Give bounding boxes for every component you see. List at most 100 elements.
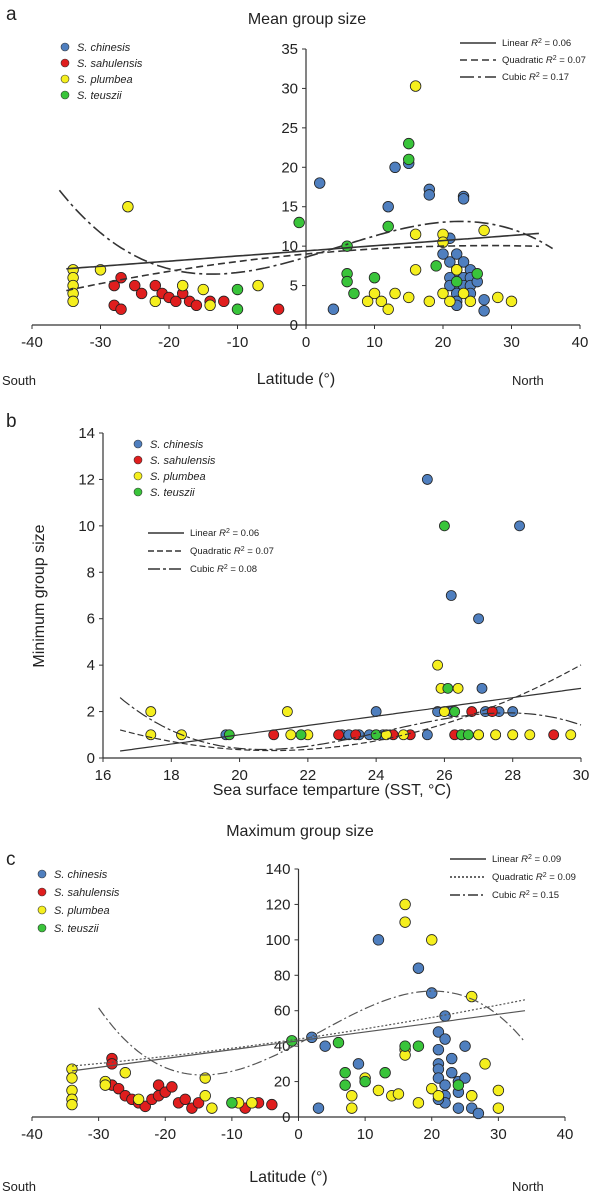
data-point — [412, 1097, 425, 1109]
x-tick-label: -40 — [21, 334, 43, 351]
data-point — [389, 161, 401, 173]
data-point — [479, 1058, 491, 1070]
x-tick-label: 22 — [300, 767, 317, 784]
x-axis-label: Sea surface temparture (SST, °C) — [213, 782, 451, 799]
data-point — [492, 291, 504, 304]
data-point — [451, 275, 463, 288]
data-point — [492, 1084, 505, 1097]
legend-label: S. sahulensis — [54, 887, 120, 899]
x-note-north: North — [512, 1179, 544, 1194]
x-tick-label: -40 — [21, 1126, 43, 1143]
data-point — [145, 729, 157, 741]
data-point — [346, 1090, 358, 1102]
y-tick-label: 10 — [78, 518, 95, 535]
x-note-north: North — [512, 373, 544, 388]
data-point — [106, 1058, 118, 1070]
data-point — [149, 279, 162, 292]
data-point — [190, 299, 203, 311]
x-tick-label: 18 — [163, 767, 180, 784]
chart-a: a Mean group size -40 -30 -20 -10 0 10 20 30 40 0 5 1… — [2, 4, 588, 388]
legend-marker — [133, 439, 143, 449]
y-tick-label: 20 — [274, 1074, 291, 1091]
y-tick-label: 35 — [281, 41, 298, 58]
data-point — [139, 1100, 151, 1113]
data-point — [268, 729, 280, 741]
fit-legend-label: Quadratic R2 = 0.09 — [492, 872, 576, 884]
data-point — [379, 1067, 391, 1079]
x-tick-label: 26 — [436, 767, 453, 784]
y-tick-label: 2 — [87, 704, 95, 721]
y-axis-label: Minimum group size — [31, 524, 48, 667]
data-point — [319, 1040, 331, 1052]
y-tick-label: 100 — [265, 932, 290, 949]
data-point — [449, 706, 461, 717]
data-point — [115, 271, 127, 284]
data-point — [445, 590, 457, 601]
data-point — [231, 303, 244, 315]
fit-legend-label: Linear R2 = 0.06 — [502, 38, 571, 50]
fit-curve-linear — [71, 1010, 526, 1072]
data-point — [149, 295, 162, 308]
legend-marker — [133, 471, 143, 481]
data-point — [368, 287, 381, 300]
panel-letter: a — [6, 4, 17, 25]
x-tick-label: 10 — [366, 334, 383, 351]
y-tick-label: 5 — [290, 278, 298, 295]
data-point — [473, 613, 484, 625]
data-point — [507, 729, 519, 741]
fit-legend-label: Cubic R2 = 0.08 — [190, 564, 257, 576]
y-tick-label: 10 — [281, 238, 298, 255]
x-tick-label: -20 — [154, 1126, 176, 1143]
data-point — [439, 706, 450, 717]
data-point — [432, 659, 444, 671]
panel-c: c Maximum group size -40 -30 -20 -10 0 10 20 30 40… — [0, 800, 598, 1201]
x-tick-label: -30 — [88, 1126, 110, 1143]
data-point — [442, 682, 454, 694]
data-point — [231, 283, 244, 296]
data-point — [446, 1067, 458, 1079]
data-point — [423, 295, 436, 308]
x-note-south: South — [2, 373, 36, 388]
species-legend: S. chinesis S. sahulensis S. plumbea S. teu… — [133, 439, 216, 499]
legend-label: S. teuszii — [150, 487, 195, 499]
y-tick-label: 60 — [274, 1003, 291, 1020]
data-point — [403, 291, 415, 304]
data-point — [346, 1102, 358, 1114]
species-legend: S. chinesis S. sahulensis S. plumbea S. teu… — [60, 42, 143, 102]
data-point — [135, 287, 148, 300]
y-tick-label: 4 — [87, 657, 95, 674]
data-point — [524, 729, 536, 741]
data-point — [432, 1072, 445, 1084]
data-point — [452, 1079, 465, 1091]
chart-c: c Maximum group size -40 -30 -20 -10 0 10 20 30 40… — [2, 823, 576, 1194]
data-point — [412, 962, 425, 974]
fit-curve-quadratic — [119, 664, 582, 752]
data-point — [451, 248, 463, 260]
data-point — [370, 729, 382, 741]
x-tick-label: 30 — [503, 334, 520, 351]
legend-label: S. sahulensis — [150, 455, 216, 467]
legend-label: S. plumbea — [150, 471, 206, 483]
data-point — [382, 220, 394, 233]
y-tick-label: 120 — [265, 896, 290, 913]
legend-marker — [37, 905, 47, 915]
x-tick-label: 40 — [557, 1126, 574, 1143]
data-point — [375, 295, 388, 308]
fit-legend: Linear R2 = 0.09 Quadratic R2 = 0.09 Cubic… — [450, 854, 576, 901]
series-s-teuszii — [226, 1035, 465, 1109]
data-point — [119, 1067, 131, 1079]
y-tick-label: 140 — [265, 861, 290, 878]
chart-title: Mean group size — [248, 11, 366, 28]
legend-marker — [60, 58, 70, 68]
data-point — [459, 1072, 471, 1084]
legend-label: S. plumbea — [77, 74, 133, 86]
data-point — [295, 729, 307, 741]
data-point — [359, 1075, 371, 1088]
fit-curve-cubic — [119, 697, 582, 751]
x-tick-label: 20 — [435, 334, 452, 351]
species-legend: S. chinesis S. sahulensis S. plumbea S. teu… — [37, 869, 120, 935]
fit-curve-linear — [66, 232, 539, 270]
data-point — [432, 1026, 445, 1038]
legend-marker — [37, 887, 47, 897]
data-point — [409, 228, 422, 241]
